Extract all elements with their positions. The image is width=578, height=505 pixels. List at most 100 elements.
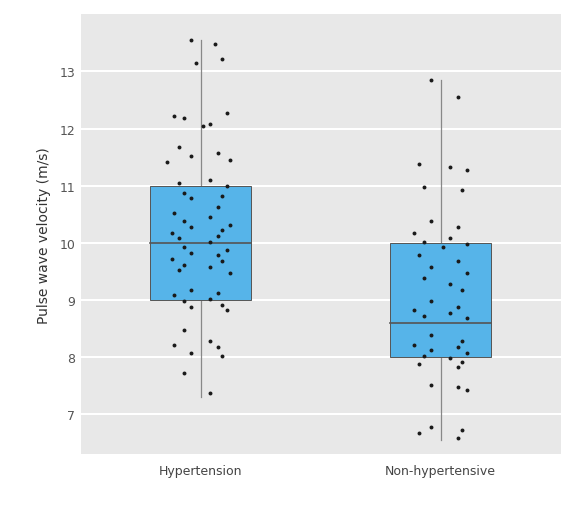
Point	[225, 157, 234, 165]
Point	[170, 341, 179, 349]
Point	[206, 238, 215, 246]
Point	[187, 249, 196, 258]
Point	[213, 232, 223, 240]
Point	[187, 195, 196, 203]
Point	[206, 121, 215, 129]
Point	[458, 427, 467, 435]
Point	[458, 286, 467, 294]
Point	[170, 292, 179, 300]
Point	[419, 183, 428, 191]
Point	[462, 315, 472, 323]
Point	[453, 94, 462, 102]
Point	[187, 303, 196, 311]
Point	[175, 179, 184, 187]
Point	[179, 326, 188, 334]
Point	[206, 214, 215, 222]
Point	[225, 221, 234, 229]
Point	[427, 77, 436, 85]
Point	[446, 309, 455, 317]
Point	[206, 177, 215, 185]
Point	[446, 355, 455, 363]
Point	[187, 153, 196, 161]
Point	[168, 256, 177, 264]
Point	[446, 280, 455, 288]
Point	[427, 218, 436, 226]
Y-axis label: Pulse wave velocity (m/s): Pulse wave velocity (m/s)	[37, 146, 51, 323]
Point	[419, 238, 428, 246]
Point	[462, 269, 472, 277]
Point	[213, 343, 223, 351]
Point	[427, 297, 436, 306]
Point	[218, 56, 227, 64]
Point	[439, 244, 448, 252]
Point	[179, 261, 188, 269]
Point	[179, 115, 188, 123]
Point	[223, 182, 232, 190]
Point	[213, 204, 223, 212]
Point	[223, 307, 232, 315]
Point	[206, 295, 215, 304]
Point	[175, 267, 184, 275]
Point	[462, 349, 472, 357]
Point	[458, 337, 467, 345]
Point	[179, 218, 188, 226]
Point	[419, 313, 428, 321]
Point	[162, 159, 172, 167]
Point	[213, 149, 223, 157]
Point	[223, 109, 232, 117]
Point	[453, 258, 462, 266]
Point	[427, 381, 436, 389]
Point	[419, 352, 428, 361]
Point	[187, 349, 196, 357]
Point	[414, 429, 424, 437]
Bar	[150, 186, 251, 300]
Point	[427, 423, 436, 431]
Point	[218, 258, 227, 266]
Point	[410, 341, 419, 349]
Point	[453, 223, 462, 231]
Point	[414, 360, 424, 368]
Point	[462, 166, 472, 174]
Point	[427, 332, 436, 340]
Point	[218, 301, 227, 309]
Point	[223, 246, 232, 255]
Point	[175, 235, 184, 243]
Point	[168, 229, 177, 237]
Point	[410, 229, 419, 237]
Point	[187, 37, 196, 45]
Point	[446, 164, 455, 172]
Point	[458, 187, 467, 195]
Point	[187, 223, 196, 231]
Point	[213, 289, 223, 297]
Point	[170, 113, 179, 121]
Point	[414, 252, 424, 260]
Point	[179, 189, 188, 197]
Point	[453, 383, 462, 391]
Point	[206, 337, 215, 345]
Point	[462, 386, 472, 394]
Point	[191, 60, 201, 68]
Point	[170, 210, 179, 218]
Point	[218, 227, 227, 235]
Point	[175, 143, 184, 152]
Point	[419, 275, 428, 283]
Point	[427, 346, 436, 355]
Point	[206, 263, 215, 271]
Point	[199, 122, 208, 130]
Point	[410, 307, 419, 315]
Point	[218, 352, 227, 361]
Point	[213, 252, 223, 260]
Point	[210, 41, 220, 49]
Bar	[390, 243, 491, 358]
Point	[453, 434, 462, 442]
Point	[179, 370, 188, 378]
Point	[179, 297, 188, 306]
Point	[462, 240, 472, 248]
Point	[218, 192, 227, 200]
Point	[179, 244, 188, 252]
Point	[427, 263, 436, 271]
Point	[453, 343, 462, 351]
Point	[187, 286, 196, 294]
Point	[225, 269, 234, 277]
Point	[206, 389, 215, 397]
